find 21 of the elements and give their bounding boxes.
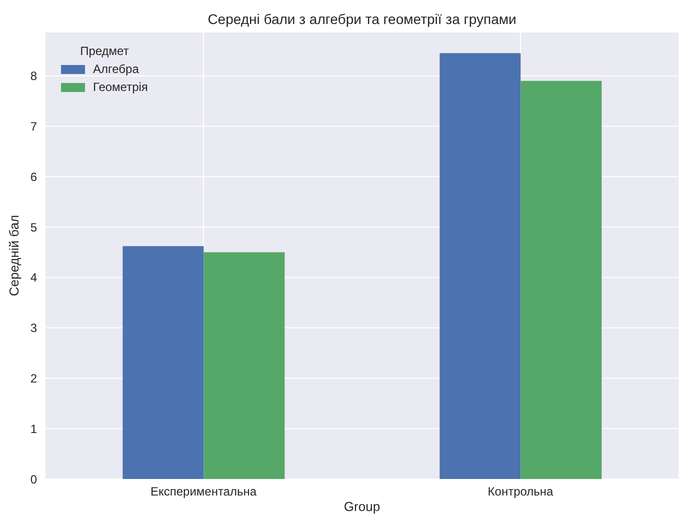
y-axis-title: Середній бал (6, 214, 22, 296)
x-tick-label: Експериментальна (150, 484, 257, 499)
y-tick-label: 4 (30, 270, 38, 285)
bar (204, 252, 285, 479)
x-tick-label: Контрольна (488, 484, 554, 499)
x-axis-title: Group (344, 499, 380, 514)
bar (122, 246, 204, 479)
y-tick-label: 1 (30, 422, 38, 436)
y-tick-label: 8 (30, 69, 38, 84)
bar (440, 53, 521, 479)
y-tick-label: 0 (30, 472, 38, 486)
y-tick-label: 3 (30, 321, 38, 336)
bar (520, 80, 602, 479)
y-tick-label: 2 (30, 371, 38, 386)
y-tick-label: 6 (30, 170, 38, 184)
y-tick-label: 7 (30, 120, 38, 134)
y-tick-label: 5 (30, 220, 38, 234)
legend-label: Алгебра (93, 62, 139, 76)
legend-title: Предмет (79, 44, 130, 58)
chart-title: Середні бали з алгебри та геометрії за групами (206, 11, 518, 27)
legend-label: Геометрія (93, 80, 148, 94)
